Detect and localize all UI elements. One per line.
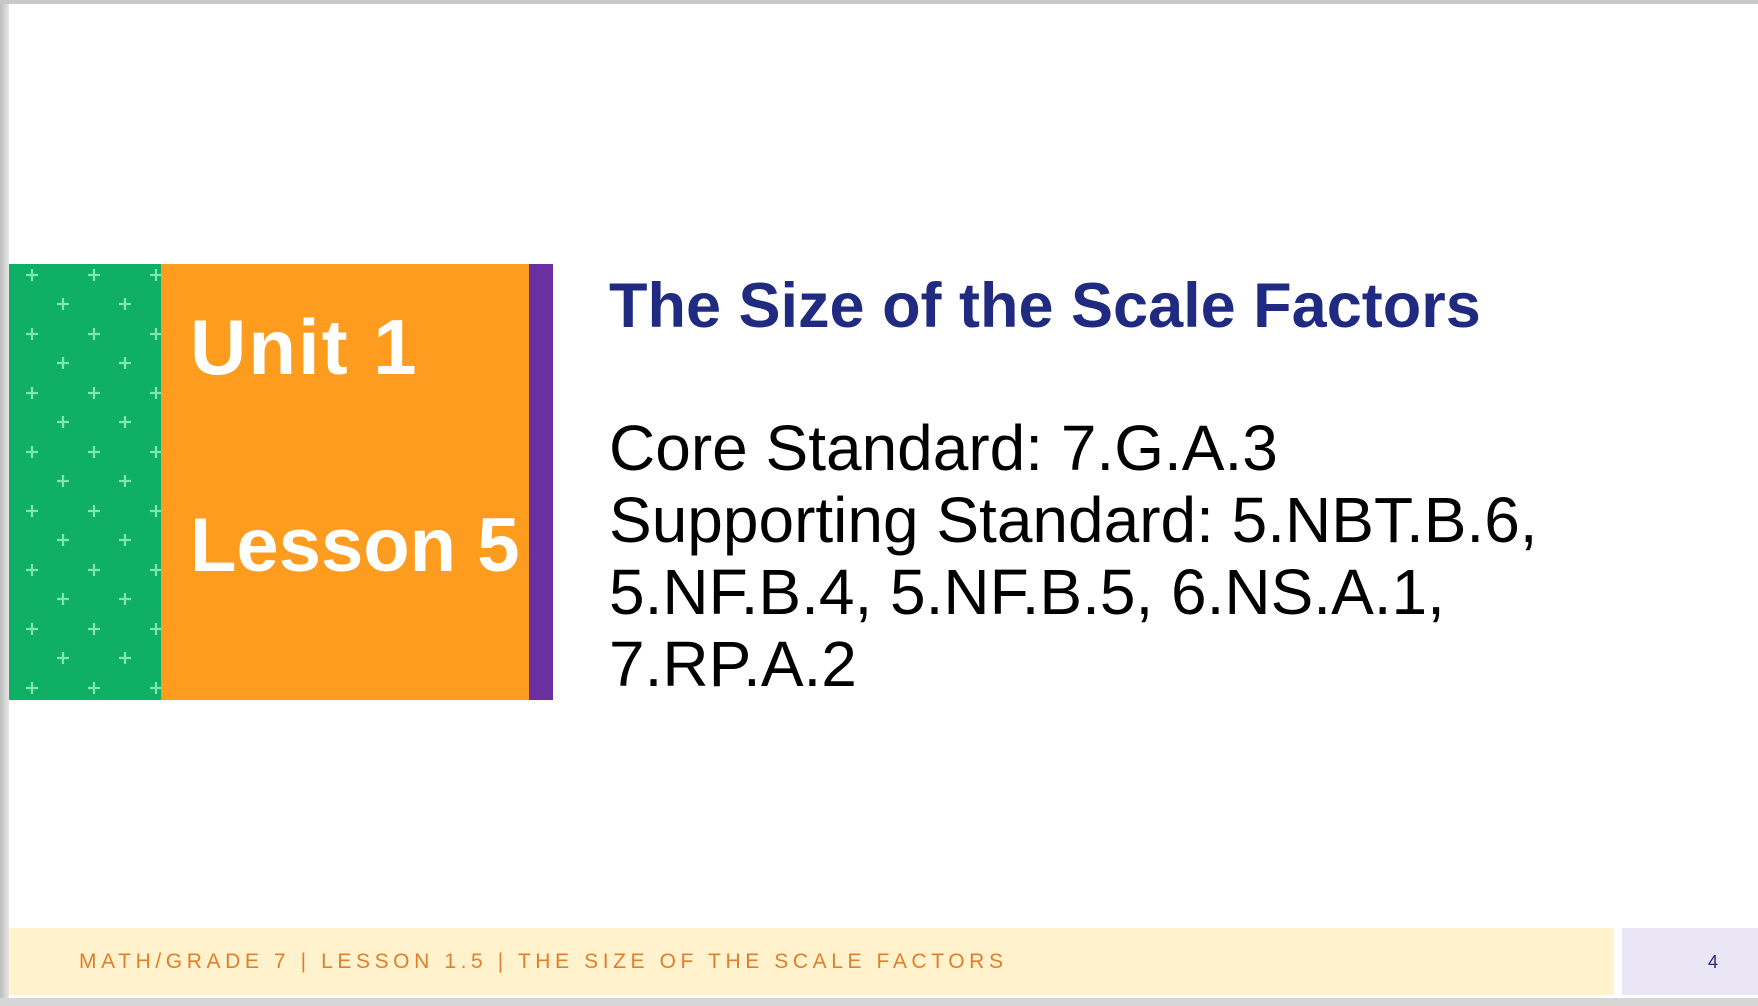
- window-frame-top: [0, 0, 1758, 4]
- green-pattern-panel: [9, 264, 161, 700]
- slide-title: The Size of the Scale Factors: [609, 271, 1481, 341]
- window-frame-bottom: [0, 998, 1758, 1006]
- window-frame-left: [0, 0, 9, 1006]
- supporting-standard: Supporting Standard: 5.NBT.B.6, 5.NF.B.4…: [609, 484, 1538, 700]
- footer-bar: MATH/GRADE 7 | LESSON 1.5 | THE SIZE OF …: [9, 928, 1614, 995]
- unit-lesson-panel: [161, 264, 529, 700]
- lesson-label: Lesson 5: [190, 503, 520, 588]
- page-number: 4: [1708, 952, 1719, 972]
- unit-label: Unit 1: [190, 303, 419, 391]
- footer-text: MATH/GRADE 7 | LESSON 1.5 | THE SIZE OF …: [79, 950, 1008, 973]
- standards-text: Core Standard: 7.G.A.3 Supporting Standa…: [609, 412, 1669, 700]
- plus-pattern-icon: [9, 264, 161, 700]
- page-number-box: 4: [1622, 928, 1758, 995]
- core-standard: Core Standard: 7.G.A.3: [609, 412, 1278, 484]
- accent-bar: [529, 264, 553, 700]
